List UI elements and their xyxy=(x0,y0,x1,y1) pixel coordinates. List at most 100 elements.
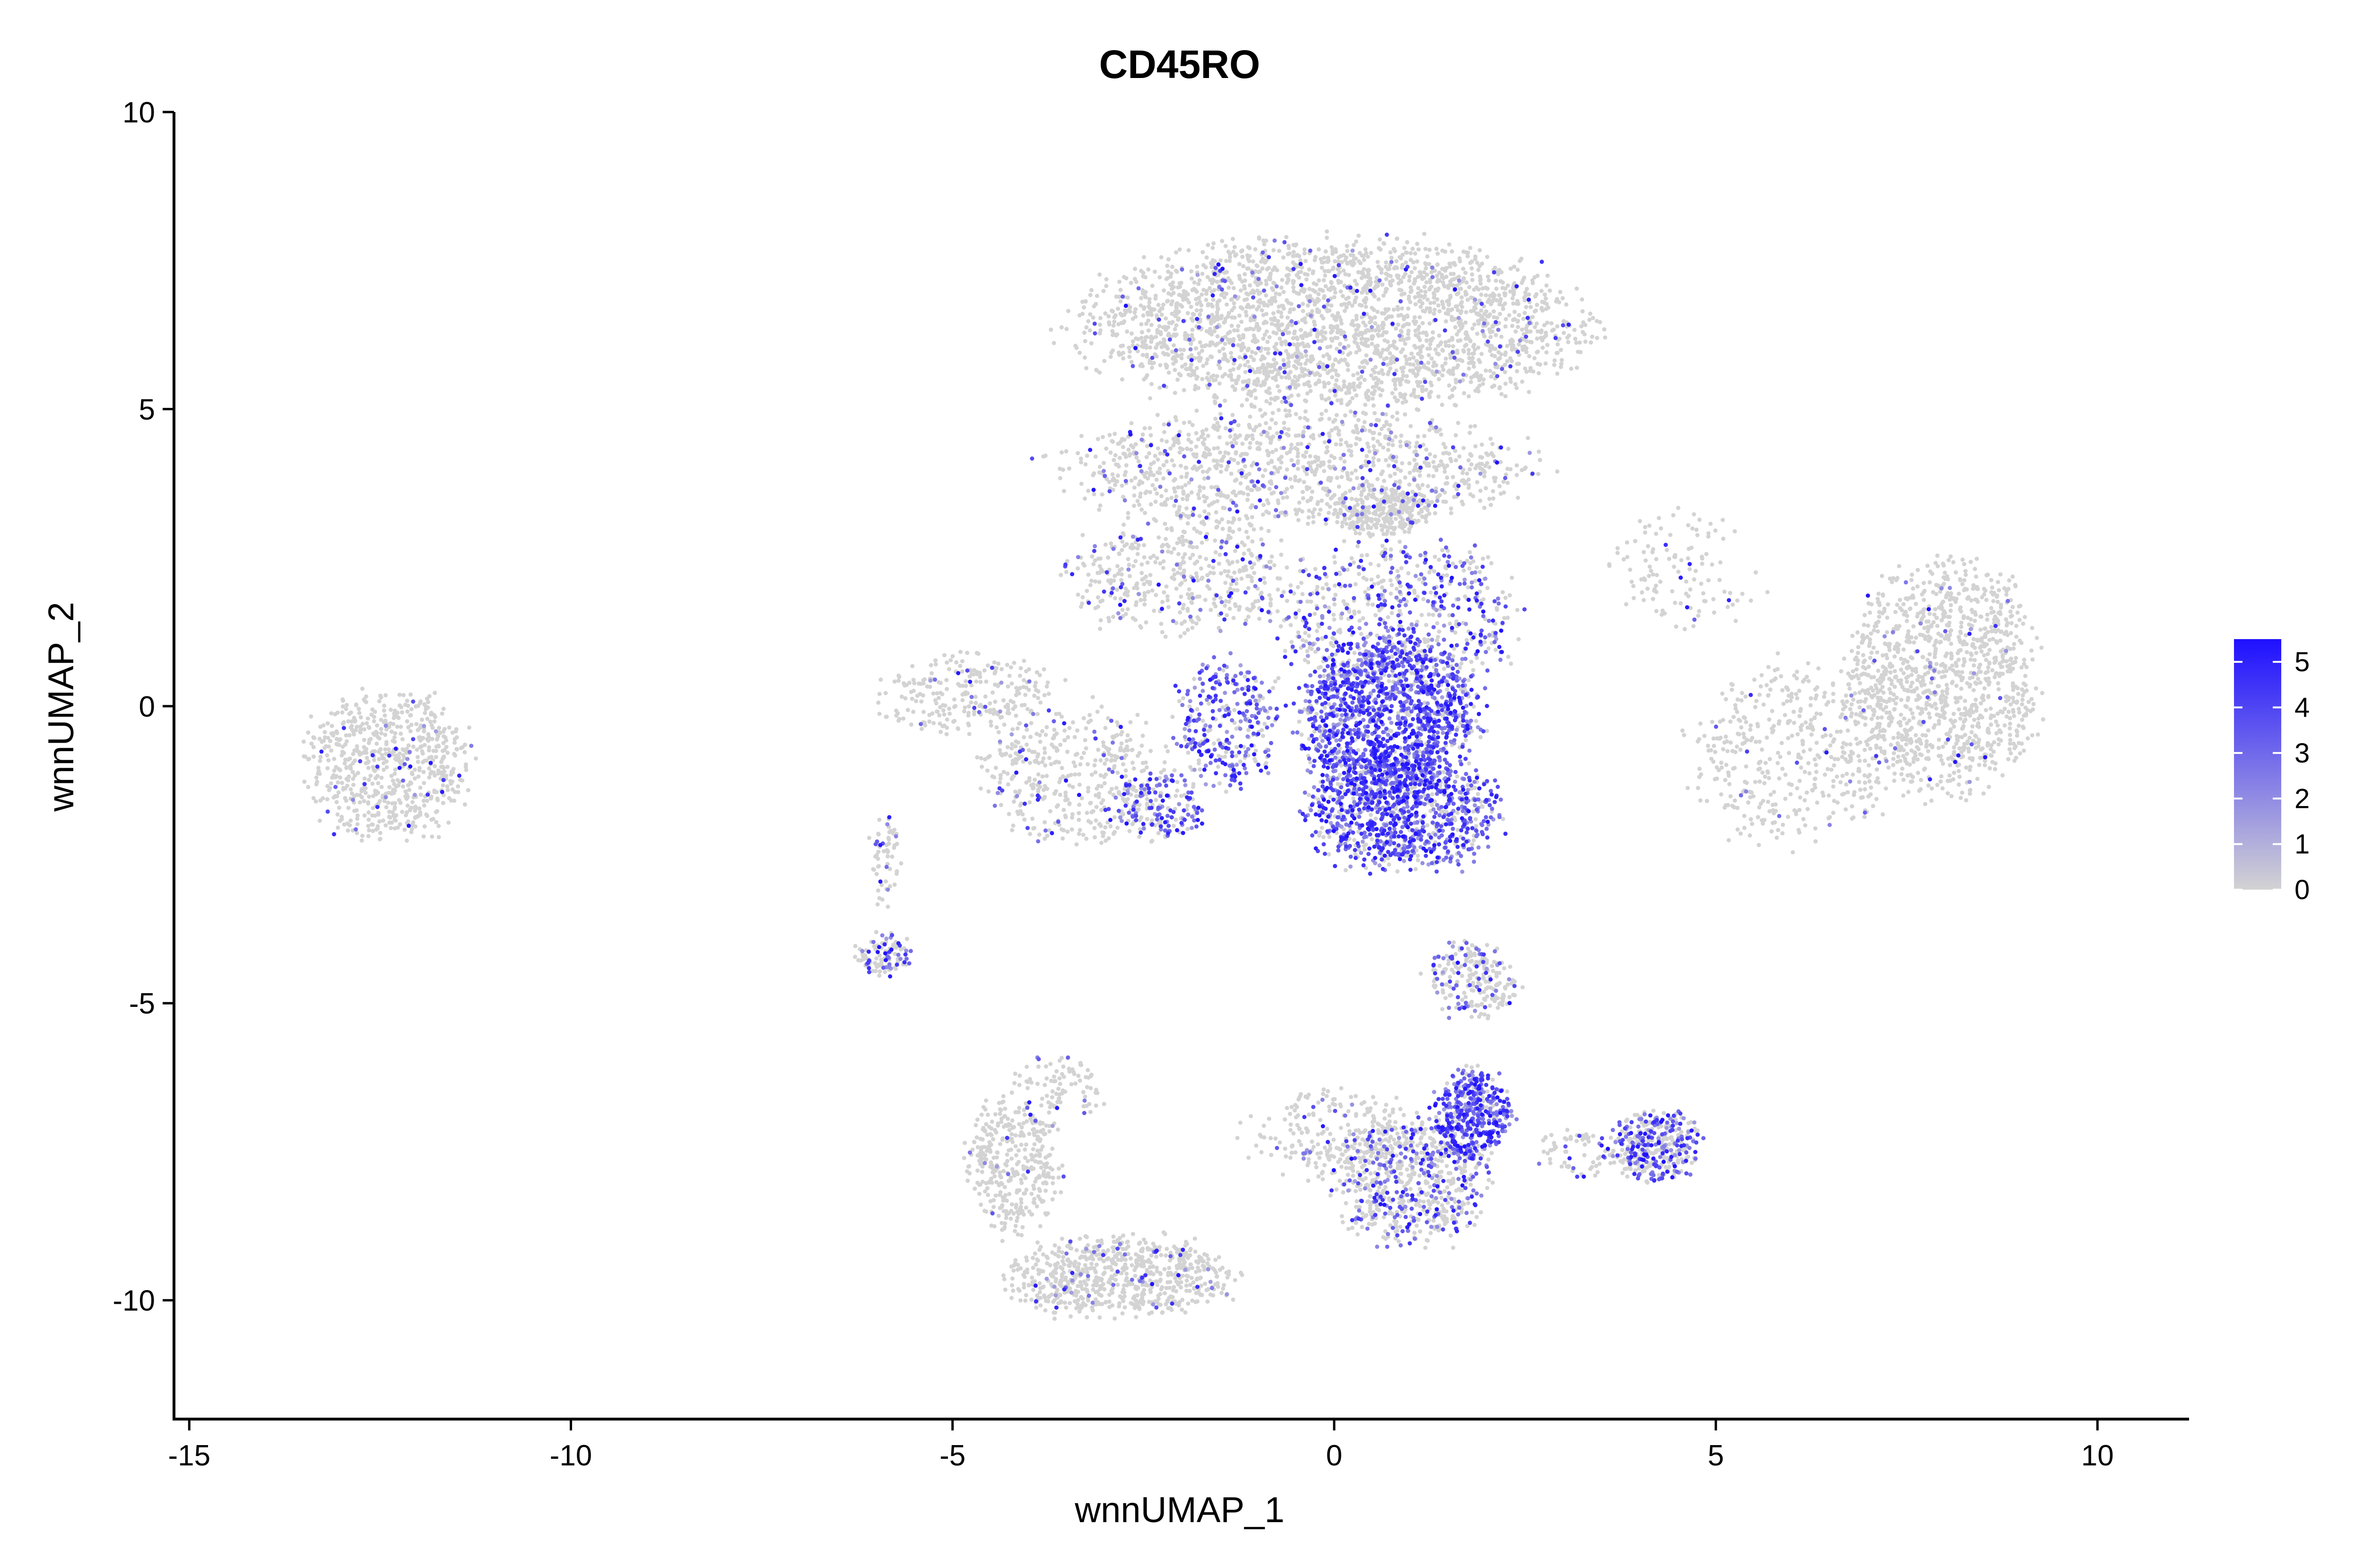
scatter-point xyxy=(1252,527,1256,532)
scatter-point xyxy=(1471,559,1476,563)
scatter-point xyxy=(1326,255,1330,260)
scatter-point xyxy=(1298,416,1303,420)
scatter-point xyxy=(1404,374,1409,379)
scatter-point xyxy=(1082,330,1086,335)
scatter-point xyxy=(1436,352,1441,356)
scatter-point xyxy=(1191,784,1196,789)
scatter-point xyxy=(1226,286,1231,290)
scatter-point xyxy=(1395,417,1399,422)
scatter-point xyxy=(1097,465,1102,469)
scatter-point xyxy=(1121,445,1125,450)
scatter-point xyxy=(1179,464,1183,468)
scatter-point xyxy=(1074,842,1079,847)
scatter-point xyxy=(1466,250,1470,255)
scatter-point xyxy=(1402,246,1407,251)
scatter-point xyxy=(1428,590,1433,595)
scatter-point xyxy=(1090,695,1095,700)
scatter-point xyxy=(1077,313,1082,318)
scatter-point xyxy=(1412,588,1417,593)
scatter-point xyxy=(1503,353,1508,357)
scatter-point xyxy=(1088,583,1093,588)
scatter-point xyxy=(1441,367,1446,372)
scatter-point xyxy=(1181,696,1185,701)
scatter-point xyxy=(1419,274,1424,278)
scatter-point xyxy=(1303,272,1307,277)
scatter-point xyxy=(1208,261,1213,266)
scatter-point xyxy=(1135,499,1140,503)
scatter-point xyxy=(1357,348,1362,352)
scatter-point xyxy=(1332,617,1337,622)
scatter-point xyxy=(1194,444,1199,449)
scatter-point xyxy=(1119,439,1123,443)
scatter-point xyxy=(1349,453,1354,458)
scatter-point xyxy=(1453,304,1458,309)
scatter-point xyxy=(1161,340,1165,345)
scatter-point xyxy=(1005,771,1010,776)
scatter-point xyxy=(1470,326,1475,331)
scatter-point xyxy=(1403,341,1408,346)
scatter-point xyxy=(1323,249,1328,254)
scatter-point xyxy=(1394,259,1399,263)
scatter-point xyxy=(1321,325,1326,330)
scatter-point xyxy=(1153,294,1158,298)
scatter-point xyxy=(1233,548,1237,553)
scatter-point xyxy=(1318,507,1323,512)
scatter-point xyxy=(1467,483,1471,487)
scatter-point xyxy=(1352,334,1356,338)
scatter-point xyxy=(1274,331,1278,336)
scatter-point xyxy=(1412,266,1417,270)
scatter-point xyxy=(1066,735,1070,739)
scatter-point xyxy=(1139,336,1144,340)
scatter-point xyxy=(1212,741,1217,746)
scatter-point xyxy=(1375,260,1380,264)
scatter-point xyxy=(1430,792,1434,797)
scatter-point xyxy=(1436,377,1441,381)
scatter-point xyxy=(1538,458,1542,462)
scatter-point xyxy=(1346,388,1351,392)
scatter-point xyxy=(1432,307,1437,312)
scatter-point xyxy=(1024,780,1029,785)
scatter-point xyxy=(1156,446,1160,450)
scatter-point xyxy=(1223,341,1227,346)
scatter-point xyxy=(1369,577,1374,582)
scatter-point xyxy=(1268,436,1272,441)
scatter-point xyxy=(1500,286,1505,290)
scatter-point xyxy=(1302,251,1307,256)
scatter-point xyxy=(1420,384,1425,389)
scatter-point xyxy=(1207,503,1211,508)
scatter-point xyxy=(1438,427,1443,432)
scatter-point xyxy=(1252,381,1257,386)
scatter-point xyxy=(1308,389,1313,393)
scatter-point xyxy=(1434,468,1439,473)
scatter-point xyxy=(1324,450,1329,455)
scatter-point xyxy=(1269,554,1274,559)
scatter-point xyxy=(1246,347,1251,351)
scatter-point xyxy=(1132,485,1137,490)
scatter-point xyxy=(1111,478,1115,483)
scatter-point xyxy=(1321,835,1326,840)
scatter-point xyxy=(1246,492,1251,497)
scatter-point xyxy=(1260,728,1264,733)
scatter-point xyxy=(1459,661,1464,666)
scatter-point xyxy=(1247,445,1252,450)
scatter-point xyxy=(1333,382,1338,387)
scatter-point xyxy=(1108,581,1113,585)
scatter-point xyxy=(1299,269,1304,274)
scatter-point xyxy=(1349,556,1354,561)
scatter-point xyxy=(1416,294,1421,299)
scatter-point xyxy=(1117,551,1121,556)
scatter-point xyxy=(1286,395,1291,400)
scatter-point xyxy=(1167,321,1172,325)
scatter-point xyxy=(1304,277,1309,282)
scatter-point xyxy=(1179,356,1184,361)
scatter-point xyxy=(1574,340,1579,345)
scatter-point xyxy=(1470,361,1475,365)
scatter-point xyxy=(1232,708,1237,712)
scatter-point xyxy=(1206,243,1210,247)
scatter-point xyxy=(1413,302,1418,307)
scatter-point xyxy=(1149,382,1154,386)
scatter-point xyxy=(1388,474,1392,478)
scatter-point xyxy=(1343,868,1348,873)
scatter-point xyxy=(1588,312,1592,316)
scatter-point xyxy=(1566,340,1571,345)
